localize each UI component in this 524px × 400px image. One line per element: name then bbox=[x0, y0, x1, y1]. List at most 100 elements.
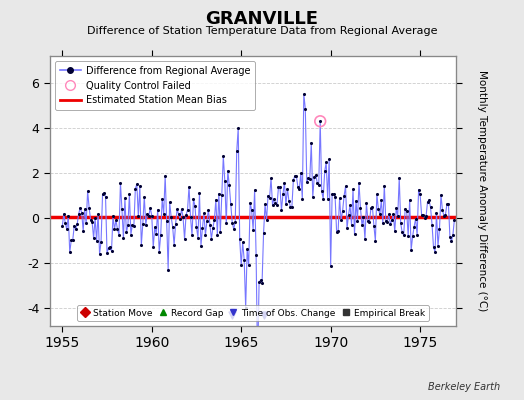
Point bbox=[323, 196, 332, 202]
Point bbox=[189, 196, 198, 202]
Point bbox=[131, 186, 139, 192]
Point bbox=[434, 243, 442, 250]
Point bbox=[116, 180, 125, 186]
Point bbox=[143, 211, 151, 217]
Point bbox=[60, 211, 68, 217]
Point bbox=[180, 236, 189, 242]
Point bbox=[390, 228, 399, 234]
Point bbox=[388, 217, 396, 224]
Point bbox=[420, 215, 429, 221]
Point bbox=[255, 279, 263, 286]
Point bbox=[234, 125, 243, 131]
Point bbox=[246, 199, 254, 206]
Point bbox=[90, 235, 98, 241]
Point bbox=[174, 211, 183, 217]
Point bbox=[134, 213, 143, 220]
Point bbox=[217, 192, 226, 199]
Point bbox=[381, 218, 390, 224]
Point bbox=[78, 210, 86, 216]
Point bbox=[411, 215, 420, 222]
Point bbox=[107, 248, 116, 254]
Point bbox=[243, 246, 252, 252]
Point bbox=[67, 237, 75, 244]
Point bbox=[200, 210, 208, 216]
Point bbox=[418, 211, 426, 218]
Point bbox=[305, 176, 314, 182]
Point bbox=[113, 226, 122, 232]
Point bbox=[259, 312, 268, 318]
Point bbox=[85, 205, 93, 211]
Point bbox=[188, 232, 196, 238]
Point bbox=[187, 214, 195, 220]
Point bbox=[343, 225, 351, 232]
Point bbox=[349, 186, 357, 192]
Point bbox=[377, 197, 386, 203]
Point bbox=[399, 232, 408, 238]
Point bbox=[129, 223, 138, 229]
Point bbox=[326, 263, 335, 269]
Point bbox=[79, 227, 88, 234]
Point bbox=[159, 210, 168, 217]
Point bbox=[353, 217, 362, 224]
Point bbox=[92, 238, 101, 244]
Point bbox=[302, 179, 311, 185]
Point bbox=[103, 250, 111, 256]
Point bbox=[431, 248, 439, 255]
Point bbox=[265, 195, 274, 202]
Point bbox=[242, 305, 250, 311]
Point bbox=[228, 312, 236, 318]
Point bbox=[295, 186, 303, 192]
Point bbox=[207, 236, 215, 242]
Point bbox=[321, 168, 329, 175]
Point bbox=[447, 238, 455, 244]
Point bbox=[66, 249, 74, 256]
Point bbox=[152, 230, 160, 237]
Point bbox=[379, 220, 387, 226]
Point bbox=[100, 190, 108, 196]
Point bbox=[286, 204, 294, 210]
Point bbox=[380, 182, 388, 189]
Point bbox=[351, 231, 359, 238]
Point bbox=[438, 207, 446, 213]
Point bbox=[161, 172, 169, 179]
Point bbox=[292, 173, 301, 179]
Point bbox=[419, 212, 427, 218]
Point bbox=[231, 218, 239, 225]
Point bbox=[254, 362, 262, 369]
Point bbox=[316, 118, 324, 124]
Point bbox=[270, 196, 278, 202]
Point bbox=[166, 199, 174, 205]
Point bbox=[221, 178, 229, 184]
Point bbox=[247, 207, 256, 214]
Point bbox=[304, 175, 312, 181]
Point bbox=[264, 192, 272, 199]
Point bbox=[233, 148, 241, 154]
Point bbox=[450, 216, 458, 223]
Point bbox=[72, 226, 80, 232]
Point bbox=[106, 244, 114, 250]
Point bbox=[291, 173, 299, 179]
Point bbox=[225, 182, 234, 188]
Point bbox=[167, 214, 176, 220]
Point bbox=[441, 212, 450, 218]
Point bbox=[293, 184, 302, 190]
Point bbox=[224, 168, 232, 174]
Text: GRANVILLE: GRANVILLE bbox=[205, 10, 319, 28]
Point bbox=[429, 244, 438, 251]
Point bbox=[267, 175, 275, 182]
Point bbox=[198, 225, 206, 232]
Point bbox=[219, 153, 227, 160]
Point bbox=[362, 200, 370, 206]
Point bbox=[249, 226, 257, 233]
Point bbox=[373, 191, 381, 198]
Point bbox=[150, 224, 159, 230]
Point bbox=[425, 197, 433, 203]
Point bbox=[449, 232, 457, 238]
Point bbox=[335, 195, 344, 201]
Point bbox=[437, 192, 445, 198]
Point bbox=[328, 191, 336, 198]
Text: Difference of Station Temperature Data from Regional Average: Difference of Station Temperature Data f… bbox=[87, 26, 437, 36]
Point bbox=[385, 211, 393, 218]
Point bbox=[277, 207, 286, 213]
Point bbox=[171, 220, 180, 227]
